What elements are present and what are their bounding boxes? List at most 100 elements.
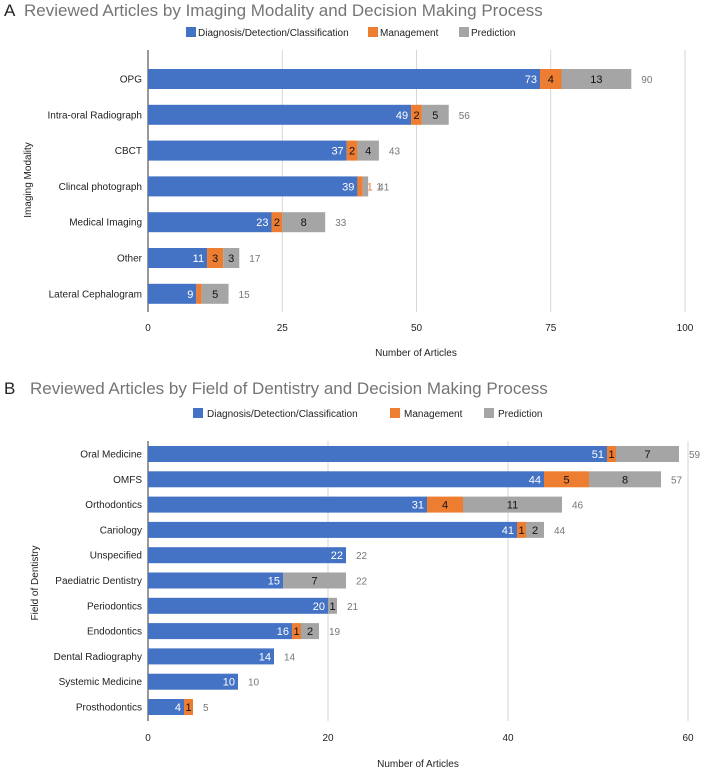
panel-a-legend-label-0: Diagnosis/Detection/Classification: [198, 28, 349, 39]
panel-b-segment-data-label: 2: [532, 525, 538, 537]
panel-a-bar-segment: [223, 248, 240, 268]
panel-b-bar-segment: [526, 521, 544, 538]
panel-a-segment-data-label: 5: [432, 110, 438, 122]
panel-b-segment-data-label: 8: [622, 474, 628, 486]
panel-b-bar-segment: [148, 699, 184, 715]
panel-a-bar-segment: [148, 104, 412, 125]
panel-b-x-ticks: 0 20 40 60: [145, 733, 694, 744]
panel-b-segment-data-label: 7: [311, 576, 317, 588]
panel-a-x-tick-label: 0: [145, 323, 151, 334]
panel-b-bar-segment: [517, 521, 526, 538]
panel-a-bar-segment: [421, 104, 449, 125]
panel-b-total-label: 5: [203, 703, 209, 714]
panel-b-x-tick-label: 60: [682, 733, 694, 744]
panel-b-bar-segment: [148, 673, 238, 690]
panel-b-segment-data-label: 16: [277, 626, 289, 638]
panel-b-category-label: Systemic Medicine: [59, 677, 143, 688]
panel-a-segment-data-label: 4: [365, 146, 371, 158]
panel-b-category-label: Cariology: [100, 525, 142, 536]
panel-b-total-label: 14: [284, 652, 296, 663]
panel-b-segment-data-label: 1: [608, 449, 614, 461]
panel-a-x-tick-label: 50: [411, 323, 423, 334]
panel-b-segment-data-label: 14: [259, 651, 271, 663]
panel-b-category-label: Paediatric Dentistry: [55, 576, 142, 587]
panel-b-total-label: 44: [554, 526, 566, 537]
panel-b-segment-data-label: 10: [223, 677, 235, 689]
panel-b-segment-data-label: 11: [507, 500, 518, 512]
panel-a-bar-segment: [148, 212, 272, 233]
panel-a-bar-segment: [411, 104, 422, 125]
panel-a-category-labels: OPG Intra-oral Radiograph CBCT Clincal phot…: [48, 75, 143, 301]
panel-b-legend-label-2: Prediction: [498, 409, 542, 420]
panel-b-bar-segment: [616, 446, 679, 462]
panel-b-segment-data-label: 15: [268, 576, 280, 588]
panel-b-total-label: 10: [248, 678, 260, 689]
panel-b-segment-data-label: 31: [412, 500, 424, 512]
panel-a-bar-segment: [357, 140, 379, 161]
panel-b-bar-segment: [148, 521, 517, 538]
panel-b-bar-segment: [283, 572, 346, 589]
panel-a-segment-data-label: 13: [590, 74, 602, 86]
panel-b-bar-segment: [607, 446, 616, 462]
panel-a-segment-data-label: 5: [212, 289, 218, 301]
panel-b-bar-segment: [148, 597, 328, 614]
panel-b-x-axis-title: Number of Articles: [377, 759, 459, 770]
panel-b-x-tick-label: 0: [145, 733, 151, 744]
panel-b-segment-data-label: 4: [442, 500, 448, 512]
panel-b-bar-segment: [148, 623, 292, 640]
panel-a-x-tick-label: 75: [545, 323, 557, 334]
panel-b-segment-data-label: 7: [644, 449, 650, 461]
panel-b-bar-segment: [292, 623, 301, 640]
panel-b-segment-data-label: 5: [563, 474, 569, 486]
panel-b-total-label: 46: [572, 501, 584, 512]
panel-a-total-label: 43: [389, 147, 401, 158]
panel-a-bar-segment: [540, 69, 562, 89]
panel-b-total-label: 57: [671, 475, 683, 486]
panel-a-segment-data-label: 23: [256, 217, 268, 229]
panel-a-segment-data-label: 3: [212, 253, 218, 265]
panel-b-bar-segment: [301, 623, 319, 640]
panel-b-x-tick-label: 20: [322, 733, 334, 744]
panel-a-segment-data-label: 2: [413, 110, 419, 122]
panel-b-bar-segment: [184, 699, 193, 715]
panel-a-category-label: OPG: [120, 75, 142, 86]
panel-b-legend-swatch-0: [193, 408, 203, 418]
panel-b-segment-data-label: 20: [313, 601, 325, 613]
panel-b-category-label: Prosthodontics: [76, 703, 142, 714]
panel-a: A Reviewed Articles by Imaging Modality …: [4, 1, 694, 359]
panel-a-bar-segment: [148, 69, 541, 89]
panel-a-total-label: 17: [249, 254, 261, 265]
panel-a-legend-swatch-1: [368, 27, 378, 37]
panel-a-bar-segment: [148, 283, 197, 304]
panel-b: B Reviewed Articles by Field of Dentistr…: [4, 379, 701, 770]
panel-b-category-label: Orthodontics: [85, 500, 142, 511]
panel-b-legend-label-0: Diagnosis/Detection/Classification: [207, 409, 358, 420]
panel-a-segment-data-label: 11: [193, 253, 204, 265]
panel-b-total-label: 22: [356, 551, 368, 562]
panel-a-segment-data-label: 1: [376, 181, 382, 193]
panel-b-title: Reviewed Articles by Field of Dentistry …: [30, 379, 548, 398]
panel-a-bar-segment: [362, 176, 369, 197]
panel-b-total-label: 22: [356, 577, 368, 588]
panel-a-segment-data-label: 3: [228, 253, 234, 265]
panel-b-segment-data-label: 41: [502, 525, 514, 537]
panel-b-category-label: Endodontics: [87, 627, 142, 638]
panel-a-x-tick-label: 25: [277, 323, 289, 334]
panel-a-segment-data-label: 8: [301, 217, 307, 229]
panel-b-segment-data-label: 1: [329, 601, 335, 613]
panel-b-segment-data-label: 22: [331, 550, 343, 562]
panel-a-category-label: Other: [117, 254, 143, 265]
panel-b-bar-segment: [328, 597, 337, 614]
panel-a-segment-data-label: 73: [525, 74, 537, 86]
panel-b-segment-data-label: 2: [307, 626, 313, 638]
panel-b-bar-segment: [427, 496, 463, 513]
panel-a-bar-segment: [271, 212, 283, 233]
panel-a-x-tick-label: 100: [677, 323, 694, 334]
panel-b-letter: B: [4, 379, 15, 398]
panel-b-bar-segment: [148, 496, 427, 513]
panel-a-legend-swatch-0: [186, 27, 196, 37]
panel-a-segment-data-label: 2: [349, 146, 355, 158]
panel-b-legend-swatch-2: [484, 408, 494, 418]
panel-a-category-label: Clincal photograph: [59, 182, 142, 193]
